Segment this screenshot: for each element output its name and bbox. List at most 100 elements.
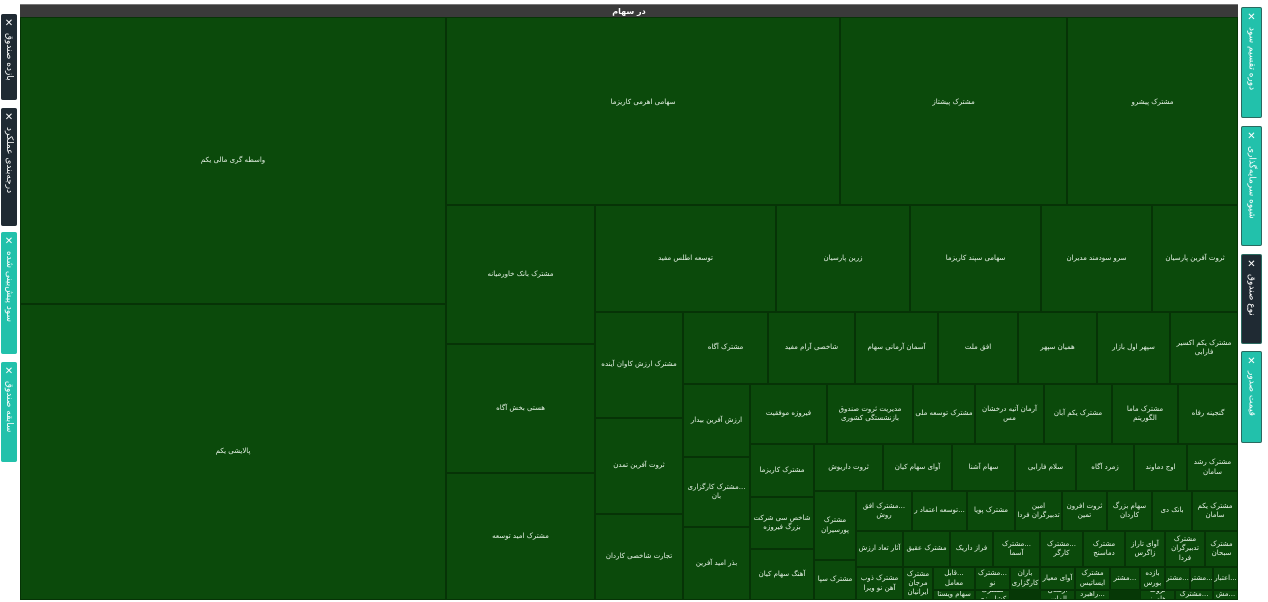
treemap-tile[interactable]: آوای معیار — [1040, 567, 1075, 590]
treemap-tile[interactable]: زمرد آگاه — [1076, 444, 1134, 491]
treemap-tile[interactable]: ...توسعه اعتماد ر — [912, 491, 967, 531]
treemap-tile[interactable]: ...مشترک — [1175, 590, 1213, 600]
treemap-tile[interactable]: آسمان آرمانی سهام — [855, 312, 938, 384]
treemap-tile[interactable]: گنجینه رفاه — [1178, 384, 1238, 444]
close-icon[interactable]: ✕ — [1246, 259, 1257, 270]
treemap-tile[interactable]: مشترک امید توسعه — [446, 473, 595, 600]
treemap-tile[interactable]: ...مشترک نو — [975, 567, 1010, 590]
treemap-tile[interactable]: زرین پارسیان — [776, 205, 910, 312]
treemap-tile[interactable]: مشترک ماما الگوریتم — [1112, 384, 1178, 444]
treemap-tile[interactable]: توسعه اطلس مفید — [595, 205, 776, 312]
treemap-tile[interactable]: ثروت آفرین پارسیان — [1152, 205, 1238, 312]
treemap-header: در سهام — [20, 4, 1238, 18]
treemap-tile[interactable]: امین تدبیرگران فردا — [1015, 491, 1062, 531]
treemap-tile[interactable]: مشترک سبحان — [1205, 531, 1238, 567]
treemap-tile[interactable]: مشترک عقیق — [903, 531, 950, 567]
close-icon[interactable]: ✕ — [3, 112, 15, 123]
filter-tab-right-1[interactable]: ✕ شیوه سرمایه‌گذاری — [1241, 126, 1262, 246]
close-icon[interactable]: ✕ — [1246, 356, 1257, 367]
treemap-tile[interactable]: سهام آشنا — [952, 444, 1015, 491]
treemap-tile[interactable]: سهام بزرگ کاردان — [1107, 491, 1152, 531]
treemap-tile[interactable]: واسطه گری مالی یکم — [20, 17, 446, 304]
treemap-tile[interactable]: شاخص سی شرکت بزرگ فیروزه — [750, 497, 814, 549]
treemap-tile[interactable]: مشترک آگاه — [683, 312, 768, 384]
treemap-tile[interactable]: ...مشترک افق روش — [856, 491, 912, 531]
treemap-tile[interactable]: مشترک یکم آبان — [1044, 384, 1112, 444]
treemap-tile[interactable]: افق ملت — [938, 312, 1018, 384]
filter-tab-left-0[interactable]: ✕ بازده صندوق — [1, 14, 17, 100]
treemap-tile[interactable]: ارزش آفرین بیدار — [683, 384, 750, 457]
treemap-tile[interactable]: ثروت افرون تمین — [1062, 491, 1107, 531]
treemap-tile[interactable]: مشترک یکم اکسیر فارابی — [1170, 312, 1238, 384]
filter-tab-left-3[interactable]: ✕ سابقه صندوق — [1, 362, 17, 462]
treemap-tile[interactable]: هستی بخش آگاه — [446, 344, 595, 473]
treemap-tile[interactable]: آوای تاراز زاگرس — [1125, 531, 1165, 567]
treemap-tile[interactable]: ...قابل معامل — [933, 567, 975, 590]
treemap-tile[interactable]: سهامی سپند کاریزما — [910, 205, 1041, 312]
treemap-tile[interactable]: آهنگ سهام کیان — [750, 549, 814, 600]
treemap-tile[interactable]: مشترک پویا — [967, 491, 1015, 531]
treemap-tile[interactable]: سهامی اهرمی کاریزما — [446, 17, 840, 205]
filter-tab-left-2[interactable]: ✕ سود پیش‌بینی شده — [1, 232, 17, 354]
treemap-tile[interactable]: آرمان آتیه درخشان مس — [975, 384, 1044, 444]
treemap-tile[interactable]: فراز داریک — [950, 531, 993, 567]
treemap-tile[interactable]: بذر امید آفرین — [683, 527, 750, 600]
treemap-tile[interactable]: مدیریت ثروت صندوق بازنشستگی کشوری — [827, 384, 913, 444]
treemap-tile[interactable]: مشترک توسعه ملی — [913, 384, 975, 444]
filter-tab-label: بازده صندوق — [4, 33, 14, 81]
treemap-tile[interactable]: مشترک ارزش کاوان آینده — [595, 312, 683, 418]
treemap-tile[interactable]: ثروت هامرز — [1140, 590, 1175, 600]
treemap-tile[interactable]: همیان سپهر — [1018, 312, 1097, 384]
treemap-tile[interactable]: سهام ویستا — [933, 590, 975, 600]
treemap-tile[interactable]: مشترک کشاورزی — [975, 590, 1010, 600]
treemap-tile[interactable]: مشترک پیشرو — [1067, 17, 1238, 205]
treemap-tile[interactable]: ...مشترک کارگزاری بان — [683, 457, 750, 527]
treemap-tile[interactable]: تجارت شاخصی کاردان — [595, 514, 683, 600]
treemap-tile[interactable]: مشترک پورسیران — [814, 491, 856, 560]
treemap-tile[interactable]: ...مشتر — [1190, 567, 1213, 590]
treemap-tile[interactable]: ثروت داریوش — [814, 444, 883, 491]
filter-tab-right-0[interactable]: ✕ دوره تقسیم سود — [1241, 7, 1262, 118]
treemap-tile[interactable]: مشترک تدبیرگران فردا — [1165, 531, 1205, 567]
treemap-tile[interactable]: ...مشترک آسما — [993, 531, 1040, 567]
treemap-tile[interactable]: مشترک سپا — [814, 560, 856, 600]
close-icon[interactable]: ✕ — [3, 236, 15, 247]
filter-tab-left-1[interactable]: ✕ درجه‌بندی عملکرد — [1, 108, 17, 226]
treemap-tile[interactable]: سلام فارابی — [1015, 444, 1076, 491]
treemap-tile[interactable]: آثار تعاد ارزش — [856, 531, 903, 567]
treemap-tile[interactable]: پالایشی یکم — [20, 304, 446, 600]
treemap-tile[interactable]: ارمغان الماس — [1040, 590, 1075, 600]
treemap-tile[interactable]: مشترک ذوب آهن نو ویرا — [856, 567, 903, 600]
treemap-tile[interactable]: بانک دی — [1152, 491, 1192, 531]
treemap-tile[interactable]: مشترک ایساتیس — [1075, 567, 1110, 590]
filter-tab-label: دوره تقسیم سود — [1246, 27, 1257, 91]
treemap-tile[interactable]: ...مشترک کارگر — [1040, 531, 1083, 567]
treemap-tile[interactable]: مشترک یکم سامان — [1192, 491, 1238, 531]
treemap-tile[interactable]: بازده بورس — [1140, 567, 1165, 590]
treemap-tile[interactable]: مشترک رشد سامان — [1187, 444, 1238, 491]
treemap-tile[interactable]: سپهر اول بازار — [1097, 312, 1170, 384]
treemap-tile[interactable]: مشترک کاریزما — [750, 444, 814, 497]
treemap-tile[interactable]: ...مشتر — [1165, 567, 1190, 590]
treemap-tile[interactable]: مشترک مرجان ایرانیان — [903, 567, 933, 600]
treemap-tile[interactable]: فیروزه موفقیت — [750, 384, 827, 444]
treemap-tile[interactable]: ...اعتبار — [1213, 567, 1238, 590]
filter-tab-right-3[interactable]: ✕ قیمت صدور — [1241, 351, 1262, 443]
treemap-tile[interactable]: مشترک دماسنج — [1083, 531, 1125, 567]
treemap-tile[interactable]: شاخصی آرام مفید — [768, 312, 855, 384]
treemap-tile[interactable]: اوج دماوند — [1134, 444, 1187, 491]
close-icon[interactable]: ✕ — [1246, 131, 1257, 142]
treemap-tile[interactable]: ...راهبرد — [1075, 590, 1110, 600]
treemap-tile[interactable]: سرو سودمند مدیران — [1041, 205, 1152, 312]
close-icon[interactable]: ✕ — [1246, 12, 1257, 23]
close-icon[interactable]: ✕ — [3, 366, 15, 377]
filter-tab-right-2[interactable]: ✕ نوع صندوق — [1241, 254, 1262, 344]
treemap-tile[interactable]: باران کارگزاری — [1010, 567, 1040, 590]
treemap-tile[interactable]: ثروت آفرین تمدن — [595, 418, 683, 514]
treemap-tile[interactable]: مشترک بانک خاورمیانه — [446, 205, 595, 344]
treemap-tile[interactable]: مشترک پیشتاز — [840, 17, 1067, 205]
treemap-tile[interactable]: ...مش — [1213, 590, 1238, 600]
treemap-tile[interactable]: ...مشتر — [1110, 567, 1140, 590]
close-icon[interactable]: ✕ — [3, 18, 15, 29]
treemap-tile[interactable]: آوای سهام کیان — [883, 444, 952, 491]
